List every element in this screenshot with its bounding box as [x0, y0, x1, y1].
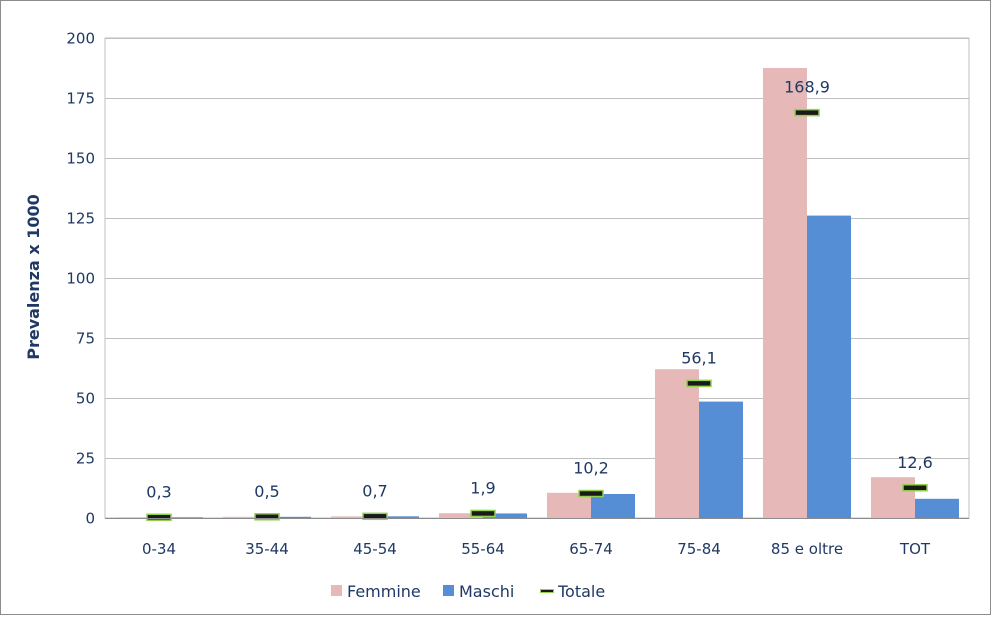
- x-tick-label: 85 e oltre: [771, 540, 843, 558]
- marker-totale: [470, 509, 496, 518]
- legend-swatch: [443, 585, 454, 596]
- marker-totale: [578, 489, 604, 498]
- y-tick-label: 150: [66, 150, 95, 168]
- x-tick-label: 35-44: [245, 540, 289, 558]
- y-tick-label: 25: [76, 450, 95, 468]
- marker-totale: [254, 513, 280, 521]
- bar-femmine: [439, 513, 483, 518]
- bar-maschi: [483, 513, 527, 518]
- data-label: 0,5: [254, 482, 279, 501]
- markers-layer: [146, 108, 928, 522]
- data-label: 0,3: [146, 482, 171, 501]
- legend-label: Femmine: [347, 582, 421, 601]
- x-tick-label: 65-74: [569, 540, 613, 558]
- bar-maschi: [159, 517, 203, 518]
- bar-maschi: [699, 401, 743, 518]
- data-label: 1,9: [470, 478, 495, 497]
- data-label: 56,1: [681, 348, 717, 367]
- legend: Femmine Maschi Totale: [331, 582, 605, 601]
- x-tick-label: 0-34: [142, 540, 176, 558]
- bar-femmine: [763, 68, 807, 518]
- marker-totale: [146, 513, 172, 522]
- y-tick-label: 200: [66, 30, 95, 48]
- bar-maschi: [807, 215, 851, 518]
- bar-maschi: [915, 498, 959, 518]
- x-tick-label: TOT: [899, 540, 931, 558]
- legend-label: Totale: [557, 582, 605, 601]
- bar-femmine: [331, 516, 375, 518]
- x-tick-label: 55-64: [461, 540, 505, 558]
- bar-maschi: [267, 516, 311, 518]
- y-tick-label: 175: [66, 90, 95, 108]
- x-tick-label: 75-84: [677, 540, 721, 558]
- axis-layer: 0 25 50 75 100 125 150 175 200 0-34 35-44 45-54 55-6…: [66, 30, 969, 558]
- bar-femmine: [115, 517, 159, 518]
- x-tick-label: 45-54: [353, 540, 397, 558]
- data-label: 10,2: [573, 459, 609, 478]
- marker-totale: [686, 379, 712, 388]
- y-tick-label: 75: [76, 330, 95, 348]
- y-tick-label: 125: [66, 210, 95, 228]
- marker-totale: [794, 108, 820, 117]
- y-tick-label: 0: [85, 510, 95, 528]
- data-label: 168,9: [784, 78, 830, 97]
- legend-label: Maschi: [459, 582, 514, 601]
- bar-femmine: [871, 477, 915, 518]
- data-label: 12,6: [897, 453, 933, 472]
- y-tick-label: 50: [76, 390, 95, 408]
- labels-layer: 0,3 0,5 0,7 1,9 10,2 56,1 168,9 12,6: [146, 78, 933, 502]
- bars-layer: [115, 68, 959, 518]
- bar-femmine: [223, 516, 267, 518]
- marker-totale: [902, 484, 928, 492]
- y-axis-title: Prevalenza x 1000: [24, 194, 43, 360]
- marker-totale: [362, 512, 388, 521]
- y-tick-label: 100: [66, 270, 95, 288]
- bar-maschi: [591, 494, 635, 518]
- legend-swatch: [331, 585, 342, 596]
- bar-maschi: [375, 516, 419, 518]
- bar-femmine: [655, 369, 699, 518]
- data-label: 0,7: [362, 481, 387, 500]
